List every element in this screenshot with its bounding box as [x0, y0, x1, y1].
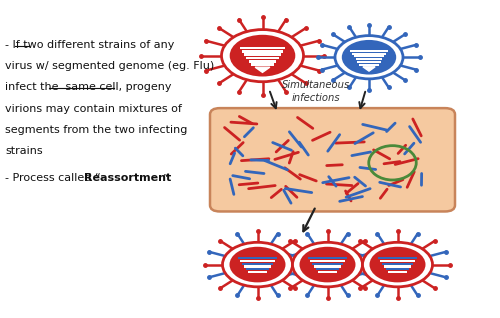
Bar: [242, 50, 283, 52]
Circle shape: [222, 242, 292, 287]
Bar: [244, 53, 281, 56]
Bar: [384, 266, 411, 268]
Polygon shape: [251, 274, 264, 279]
Circle shape: [230, 247, 285, 282]
Polygon shape: [391, 274, 404, 279]
Bar: [240, 260, 275, 262]
Bar: [358, 61, 380, 63]
Circle shape: [342, 40, 396, 74]
Bar: [242, 263, 273, 265]
Bar: [248, 271, 268, 273]
Text: strains: strains: [5, 146, 43, 156]
Circle shape: [222, 30, 304, 82]
Circle shape: [230, 35, 296, 77]
Bar: [244, 266, 272, 268]
Bar: [246, 57, 278, 59]
Bar: [350, 50, 388, 52]
Bar: [316, 268, 340, 271]
Bar: [318, 271, 338, 273]
Bar: [382, 263, 414, 265]
Text: Reassortment: Reassortment: [84, 173, 171, 183]
Bar: [352, 52, 386, 55]
Bar: [380, 260, 415, 262]
Circle shape: [362, 242, 432, 287]
Circle shape: [335, 36, 403, 79]
Bar: [378, 257, 417, 259]
Bar: [308, 257, 347, 259]
Text: segments from the two infecting: segments from the two infecting: [5, 125, 188, 135]
Polygon shape: [321, 274, 334, 279]
Text: virions may contain mixtures of: virions may contain mixtures of: [5, 104, 182, 114]
Bar: [388, 271, 407, 273]
Polygon shape: [363, 67, 375, 71]
Bar: [238, 257, 277, 259]
Bar: [312, 263, 343, 265]
Bar: [354, 55, 384, 58]
Bar: [248, 60, 276, 63]
Text: - Process called “: - Process called “: [5, 173, 101, 183]
Bar: [240, 47, 286, 49]
Circle shape: [300, 247, 356, 282]
FancyBboxPatch shape: [210, 108, 455, 211]
Circle shape: [292, 242, 362, 287]
Text: - If two different strains of any: - If two different strains of any: [5, 40, 174, 50]
Polygon shape: [255, 67, 270, 73]
Text: Simultaneous
infections: Simultaneous infections: [282, 80, 350, 103]
Text: virus w/ segmented genome (eg. Flu): virus w/ segmented genome (eg. Flu): [5, 61, 214, 71]
Text: ”: ”: [162, 173, 168, 183]
Circle shape: [370, 247, 426, 282]
Bar: [314, 266, 342, 268]
Bar: [251, 63, 274, 66]
Bar: [386, 268, 409, 271]
Bar: [356, 58, 382, 60]
Bar: [310, 260, 345, 262]
Bar: [246, 268, 270, 271]
Bar: [360, 64, 378, 66]
Text: infect the  same cell, progeny: infect the same cell, progeny: [5, 82, 172, 92]
